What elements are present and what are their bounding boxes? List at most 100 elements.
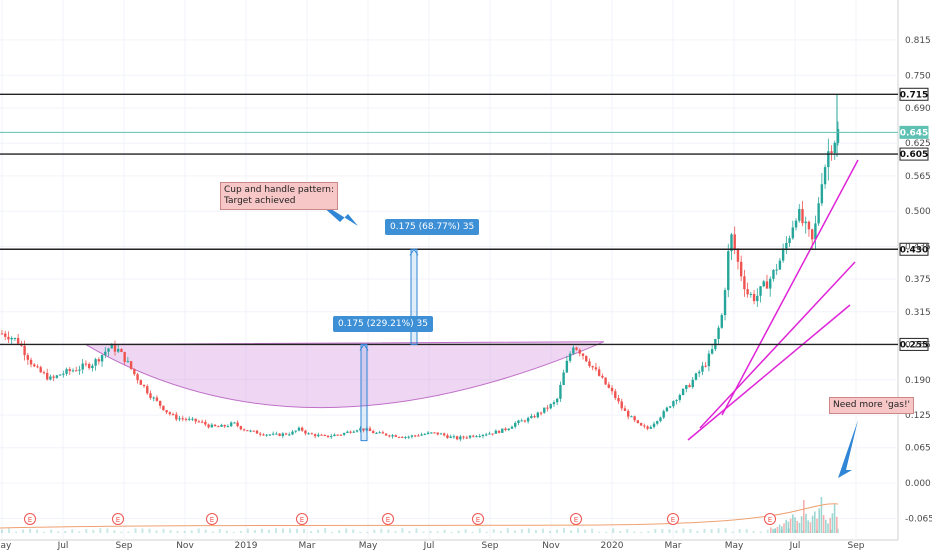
volume-bar — [331, 531, 334, 533]
volume-bar — [811, 515, 814, 533]
y-tick-label: 0.750 — [905, 71, 931, 81]
candle-body — [472, 435, 475, 437]
candle-body — [555, 398, 559, 403]
candle-body — [762, 281, 765, 287]
candle-body — [446, 435, 449, 438]
measure-text: 0.175 (229.21%) 35 — [338, 319, 429, 329]
earnings-icon — [296, 513, 308, 525]
candle-body — [371, 431, 375, 434]
volume-bar — [626, 528, 629, 533]
candle-body — [210, 424, 214, 428]
volume-bar — [717, 528, 720, 533]
volume-bar — [794, 530, 797, 533]
volume-bar — [731, 531, 734, 533]
annotation-need-gas: Need more 'gas!' — [829, 397, 915, 414]
candle-body — [97, 359, 101, 362]
volume-bar — [485, 531, 488, 533]
volume-bar — [814, 511, 816, 533]
measure-label-2: 0.175 (68.77%) 35 — [385, 219, 480, 235]
volume-bar — [478, 528, 481, 533]
candle-body — [178, 418, 181, 420]
time-axis[interactable]: May Jul Sep Nov 2019 Mar May Jul Sep Nov 2020 Mar Ma… — [0, 541, 865, 550]
candle-body — [184, 418, 188, 420]
x-tick-label: Jul — [57, 541, 69, 550]
candle-body — [207, 424, 210, 428]
candle-body — [188, 418, 191, 420]
volume-bar — [225, 530, 228, 533]
volume-bar — [282, 528, 285, 533]
candle-body — [229, 422, 233, 427]
candle-body — [94, 359, 97, 366]
candle-body — [91, 365, 94, 369]
volume-bar — [338, 530, 341, 533]
candle-body — [662, 411, 665, 418]
volume-bar — [218, 528, 221, 533]
candle-body — [798, 209, 801, 221]
x-tick-label: May — [359, 541, 378, 550]
candle-body — [552, 402, 556, 405]
volume-bar — [815, 530, 818, 533]
candle-body — [814, 223, 817, 240]
candle-body — [194, 418, 197, 422]
volume-bar — [148, 528, 151, 533]
volume-bar — [373, 529, 376, 533]
earnings-label: E — [768, 516, 772, 524]
candle-body — [39, 367, 42, 373]
volume-bar — [253, 530, 256, 533]
volume-bar — [570, 530, 573, 533]
candle-body — [594, 367, 598, 370]
price-axis[interactable]: 0.815 0.750 0.690 0.625 0.565 0.500 0.435 0.375… — [905, 36, 932, 525]
candle-body — [433, 432, 436, 434]
volume-bar — [836, 516, 838, 533]
volume-bar — [619, 531, 622, 533]
measure-text: 0.175 (68.77%) 35 — [390, 222, 475, 232]
candle-body — [16, 337, 20, 344]
volume-bar — [803, 500, 805, 533]
price-level-badge — [899, 242, 929, 256]
volume-bar — [778, 524, 781, 533]
volume-bar — [457, 530, 460, 533]
candle-body — [246, 430, 249, 432]
candle-body — [388, 435, 391, 437]
volume-bar — [492, 529, 495, 533]
candle-body — [165, 410, 168, 413]
volume-bar — [527, 528, 530, 533]
candle-body — [310, 433, 314, 435]
candle-body — [204, 421, 207, 425]
volume-bar — [274, 528, 277, 533]
candle-body — [462, 436, 465, 438]
volume-bar — [822, 531, 825, 533]
volume-bar — [387, 529, 390, 533]
earnings-label: E — [300, 516, 304, 524]
candle-body — [452, 436, 456, 438]
candle-body — [71, 370, 75, 372]
candle-body — [52, 376, 55, 378]
volume-bar — [8, 528, 11, 533]
x-tick-label: Sep — [482, 541, 499, 550]
volume-bar — [380, 528, 383, 533]
earnings-label: E — [28, 516, 32, 524]
y-tick-label: 0.065 — [905, 444, 931, 454]
volume-bar — [471, 531, 474, 533]
candle-body — [636, 420, 640, 424]
volume-bar — [781, 526, 783, 533]
volume-bar — [513, 530, 516, 533]
candle-body — [704, 365, 707, 367]
candle-body — [723, 290, 727, 316]
candle-body — [626, 410, 630, 417]
candle-body — [572, 347, 575, 354]
candle-body — [507, 428, 510, 431]
annotation-line: Need more 'gas!' — [833, 400, 911, 410]
candle-body — [0, 333, 4, 335]
candle-body — [339, 434, 343, 436]
candle-body — [417, 435, 420, 437]
volume-bar — [78, 531, 81, 533]
x-tick-label: Jul — [789, 541, 801, 550]
volume-bar — [703, 528, 706, 533]
volume-bar — [359, 531, 362, 533]
candle-body — [413, 435, 417, 437]
candle-body — [643, 425, 646, 427]
candle-body — [685, 385, 688, 389]
candle-body — [394, 435, 397, 437]
volume-bar — [808, 531, 811, 533]
